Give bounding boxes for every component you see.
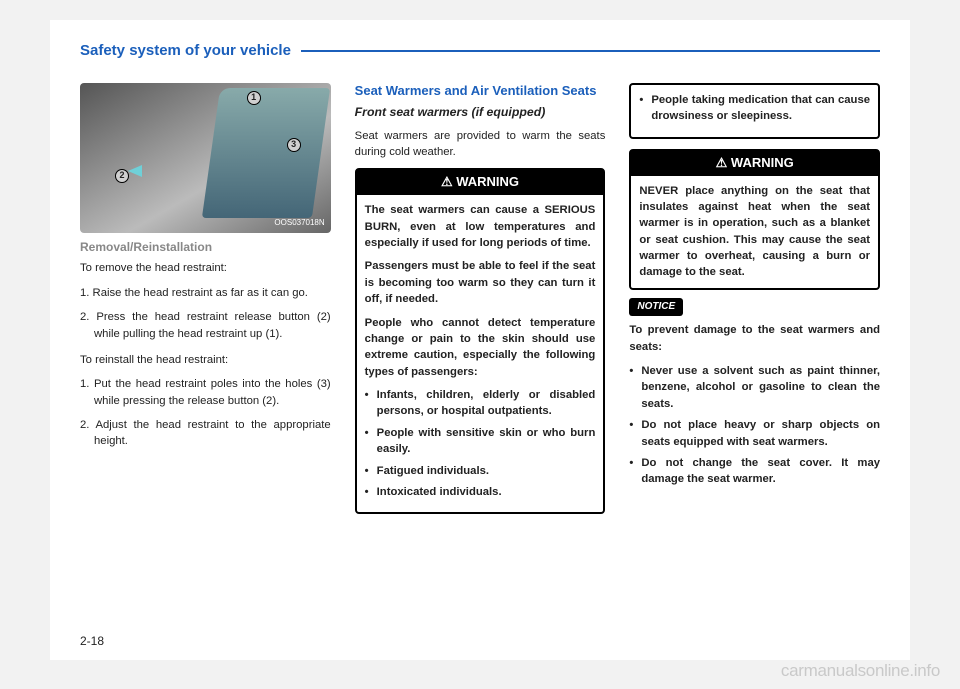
remove-step-2: 2. Press the head restraint release butt… — [80, 309, 331, 342]
remove-intro: To remove the head restraint: — [80, 260, 331, 276]
warn-p2: Passengers must be able to feel if the s… — [365, 258, 596, 307]
warn-bullet-3: Fatigued individuals. — [365, 463, 596, 479]
manual-page: Safety system of your vehicle 1 2 3 OOS0… — [50, 20, 910, 660]
subsection-italic-heading: Front seat warmers (if equipped) — [355, 104, 606, 122]
warning-body-2: NEVER place anything on the seat that in… — [631, 176, 878, 288]
column-2: Seat Warmers and Air Ventilation Seats F… — [355, 83, 606, 522]
warn-p3: People who cannot detect temperature cha… — [365, 315, 596, 381]
watermark: carmanualsonline.info — [781, 661, 940, 681]
direction-arrow-icon — [128, 165, 142, 177]
remove-step-1: 1. Raise the head restraint as far as it… — [80, 285, 331, 301]
reinstall-step-2: 2. Adjust the head restraint to the appr… — [80, 417, 331, 450]
column-1: 1 2 3 OOS037018N Removal/Reinstallation … — [80, 83, 331, 522]
notice-intro: To prevent damage to the seat warmers an… — [629, 322, 880, 355]
seat-graphic — [202, 88, 330, 218]
warn2-body: NEVER place anything on the seat that in… — [639, 183, 870, 281]
page-number: 2-18 — [80, 634, 104, 648]
subsection-heading: Removal/Reinstallation — [80, 239, 331, 256]
notice-label: NOTICE — [629, 298, 683, 317]
callout-2: 2 — [115, 169, 129, 183]
warn-bullet-2: People with sensitive skin or who burn e… — [365, 425, 596, 458]
section-title: Seat Warmers and Air Ventilation Seats — [355, 83, 606, 100]
reinstall-step-1: 1. Put the head restraint poles into the… — [80, 376, 331, 409]
notice-bullet-2: Do not place heavy or sharp objects on s… — [629, 417, 880, 450]
reinstall-intro: To reinstall the head restraint: — [80, 352, 331, 368]
notice-body: To prevent damage to the seat warmers an… — [629, 322, 880, 487]
callout-1: 1 — [247, 91, 261, 105]
cont-bullet-1: People taking medication that can cause … — [639, 92, 870, 125]
warning-body: The seat warmers can cause a SERIOUS BUR… — [357, 195, 604, 512]
illustration-code: OOS037018N — [274, 217, 324, 229]
warning-continuation-box: People taking medication that can cause … — [629, 83, 880, 139]
warning-header-2: WARNING — [631, 151, 878, 176]
notice-bullet-1: Never use a solvent such as paint thinne… — [629, 363, 880, 412]
warn-bullet-4: Intoxicated individuals. — [365, 484, 596, 500]
column-3: People taking medication that can cause … — [629, 83, 880, 522]
header-title: Safety system of your vehicle — [80, 42, 301, 59]
seat-warmer-intro: Seat warmers are provided to warm the se… — [355, 128, 606, 161]
warn-bullet-1: Infants, children, elderly or disabled p… — [365, 387, 596, 420]
callout-3: 3 — [287, 138, 301, 152]
warning-box-2: WARNING NEVER place anything on the seat… — [629, 149, 880, 290]
page-header: Safety system of your vehicle — [80, 42, 880, 59]
warn-p1: The seat warmers can cause a SERIOUS BUR… — [365, 202, 596, 251]
headrest-illustration: 1 2 3 OOS037018N — [80, 83, 331, 233]
content-columns: 1 2 3 OOS037018N Removal/Reinstallation … — [80, 83, 880, 522]
warning-box-1: WARNING The seat warmers can cause a SER… — [355, 168, 606, 514]
notice-bullet-3: Do not change the seat cover. It may dam… — [629, 455, 880, 488]
warning-header: WARNING — [357, 170, 604, 195]
header-rule — [301, 50, 880, 52]
